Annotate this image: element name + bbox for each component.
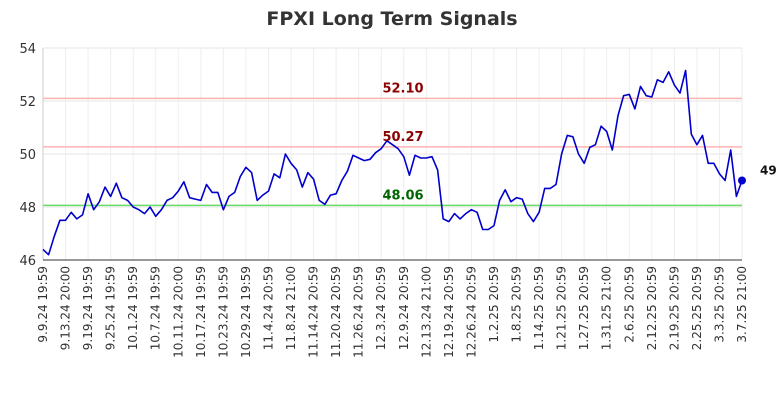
x-tick-label: 1.21.25 20:59 xyxy=(555,266,569,350)
x-tick-label: 10.29.24 19:59 xyxy=(239,266,253,358)
x-tick-label: 1.14.25 20:59 xyxy=(532,266,546,350)
x-tick-label: 11.4.24 20:59 xyxy=(261,266,275,350)
y-tick-label: 46 xyxy=(19,254,36,269)
x-tick-label: 1.8.25 20:59 xyxy=(510,266,524,343)
y-tick-label: 48 xyxy=(19,201,36,216)
signal-levels xyxy=(43,97,742,207)
price-line xyxy=(42,69,743,256)
x-tick-label: 12.9.24 20:59 xyxy=(397,266,411,350)
x-tick-label: 3.7.25 21:00 xyxy=(735,266,749,343)
x-tick-label: 1.27.25 20:59 xyxy=(577,266,591,350)
x-tick-label: 10.1.24 19:59 xyxy=(126,266,140,350)
y-tick-label: 54 xyxy=(19,42,36,57)
x-tick-label: 10.17.24 19:59 xyxy=(194,266,208,358)
signal-level-label: 48.06 xyxy=(382,188,423,203)
x-tick-label: 12.3.24 20:59 xyxy=(374,266,388,350)
x-tick-label: 10.11.24 20:00 xyxy=(171,266,185,358)
chart-title: FPXI Long Term Signals xyxy=(266,8,517,30)
axes: 46 48 50 52 54 9.9.24 19:59 9.13.24 20:00 9.19.… xyxy=(19,42,749,358)
x-tick-label: 12.13.24 21:00 xyxy=(419,266,433,358)
x-tick-label: 12.19.24 20:59 xyxy=(442,266,456,358)
x-tick-label: 9.19.24 19:59 xyxy=(81,266,95,350)
last-value-label: 49 xyxy=(760,164,777,178)
signal-level-label: 50.27 xyxy=(382,130,423,145)
x-tick-label: 12.26.24 20:59 xyxy=(464,266,478,358)
x-tick-label: 9.25.24 19:59 xyxy=(104,266,118,350)
last-point-marker xyxy=(738,176,746,185)
x-tick-label: 2.19.25 20:59 xyxy=(667,266,681,350)
x-tick-label: 2.6.25 20:59 xyxy=(622,266,636,343)
x-tick-label: 11.8.24 21:00 xyxy=(284,266,298,350)
gridlines xyxy=(42,47,743,261)
x-tick-label: 9.9.24 19:59 xyxy=(36,266,50,343)
x-tick-label: 10.7.24 19:59 xyxy=(149,266,163,350)
y-tick-label: 50 xyxy=(19,148,36,163)
x-tick-label: 1.31.25 21:00 xyxy=(600,266,614,350)
x-tick-label: 11.26.24 20:59 xyxy=(352,266,366,358)
x-tick-label: 2.25.25 20:59 xyxy=(690,266,704,350)
x-tick-label: 10.23.24 19:59 xyxy=(216,266,230,358)
x-tick-label: 2.12.25 20:59 xyxy=(645,266,659,350)
x-tick-label: 3.3.25 20:59 xyxy=(712,266,726,343)
labels: 52.10 50.27 48.06 49 xyxy=(382,81,776,203)
signal-level-label: 52.10 xyxy=(382,81,423,96)
x-tick-label: 11.14.24 20:59 xyxy=(307,266,321,358)
x-tick-label: 1.2.25 20:59 xyxy=(487,266,501,343)
x-tick-label: 9.13.24 20:00 xyxy=(59,266,73,350)
y-tick-label: 52 xyxy=(19,95,36,110)
x-tick-label: 11.20.24 20:59 xyxy=(329,266,343,358)
price-series xyxy=(42,69,746,256)
